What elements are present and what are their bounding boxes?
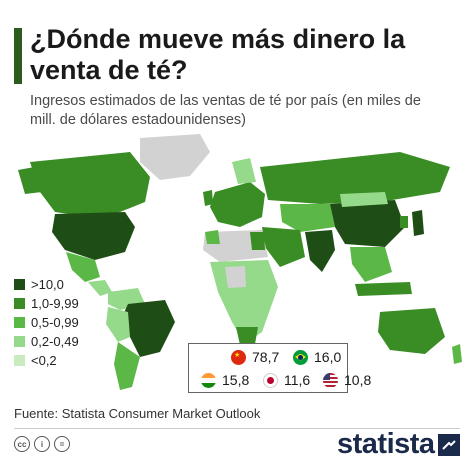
- legend-swatch: [14, 279, 25, 290]
- legend-swatch: [14, 317, 25, 328]
- country-value-usa: 10,8: [323, 372, 371, 388]
- license-icons: cc i =: [14, 436, 74, 452]
- legend-item: >10,0: [14, 275, 79, 294]
- map-central-asia: [280, 204, 335, 232]
- map-brazil: [122, 300, 175, 357]
- usa-flag-icon: [323, 372, 338, 388]
- map-usa: [52, 212, 135, 260]
- map-africa-nodata: [225, 266, 246, 288]
- legend-swatch: [14, 298, 25, 309]
- map-morocco: [205, 230, 220, 244]
- map-se-asia: [350, 247, 392, 282]
- legend-label: 1,0-9,99: [31, 296, 79, 311]
- country-value-china: ★ 78,7: [231, 349, 279, 365]
- map-mongolia: [340, 192, 388, 207]
- top-countries-box: ★ 78,7 16,0 15,8 11,6 10,8: [188, 343, 371, 393]
- map-india: [305, 230, 335, 272]
- map-greenland: [140, 134, 210, 180]
- attribution-icon[interactable]: i: [34, 436, 50, 452]
- legend-swatch: [14, 336, 25, 347]
- map-south-africa: [236, 327, 258, 345]
- country-value: 11,6: [284, 372, 311, 388]
- japan-flag-icon: [263, 372, 278, 388]
- map-egypt: [250, 232, 265, 250]
- page-subtitle: Ingresos estimados de las ventas de té p…: [30, 93, 421, 128]
- country-value: 16,0: [314, 349, 342, 365]
- legend-item: 1,0-9,99: [14, 294, 79, 313]
- legend-label: >10,0: [31, 277, 64, 292]
- map-korea: [400, 216, 408, 228]
- legend-item: 0,2-0,49: [14, 332, 79, 351]
- map-australia: [378, 308, 445, 354]
- map-scandinavia: [232, 158, 256, 184]
- map-uk: [203, 190, 213, 206]
- map-russia: [260, 152, 450, 204]
- country-value: 15,8: [222, 372, 250, 388]
- legend-label: 0,2-0,49: [31, 334, 79, 349]
- map-indonesia: [355, 282, 412, 296]
- india-flag-icon: [201, 372, 216, 388]
- country-value: 10,8: [344, 372, 372, 388]
- map-mexico: [66, 252, 100, 282]
- map-south-sa: [114, 342, 140, 390]
- legend-item: 0,5-0,99: [14, 313, 79, 332]
- no-derivatives-icon[interactable]: =: [54, 436, 70, 452]
- country-value-india: 15,8: [201, 372, 249, 388]
- map-alaska: [18, 166, 42, 194]
- china-flag-icon: ★: [231, 349, 246, 365]
- country-value-brazil: 16,0: [293, 349, 341, 365]
- map-central-america: [88, 280, 112, 296]
- map-legend: >10,0 1,0-9,99 0,5-0,99 0,2-0,49 <0,2: [14, 275, 79, 370]
- legend-item: <0,2: [14, 351, 79, 370]
- map-new-zealand: [452, 344, 462, 364]
- map-china: [330, 200, 405, 247]
- legend-label: 0,5-0,99: [31, 315, 79, 330]
- legend-label: <0,2: [31, 353, 57, 368]
- map-canada: [30, 152, 150, 217]
- page-title: ¿Dónde mueve más dinero la venta de té?: [30, 24, 406, 85]
- map-europe: [210, 182, 265, 227]
- country-value: 78,7: [252, 349, 280, 365]
- map-japan: [412, 210, 424, 236]
- source-note: Fuente: Statista Consumer Market Outlook: [14, 406, 261, 421]
- statista-logo[interactable]: statista: [337, 428, 435, 460]
- statista-logo-mark: [438, 434, 460, 456]
- title-accent-bar: [14, 28, 22, 84]
- country-value-japan: 11,6: [263, 372, 310, 388]
- map-middle-east: [262, 227, 305, 267]
- brazil-flag-icon: [293, 349, 308, 365]
- footer-divider: [14, 428, 460, 429]
- world-map: [0, 132, 474, 392]
- legend-swatch: [14, 355, 25, 366]
- creative-commons-icon[interactable]: cc: [14, 436, 30, 452]
- map-west-sa: [106, 307, 130, 342]
